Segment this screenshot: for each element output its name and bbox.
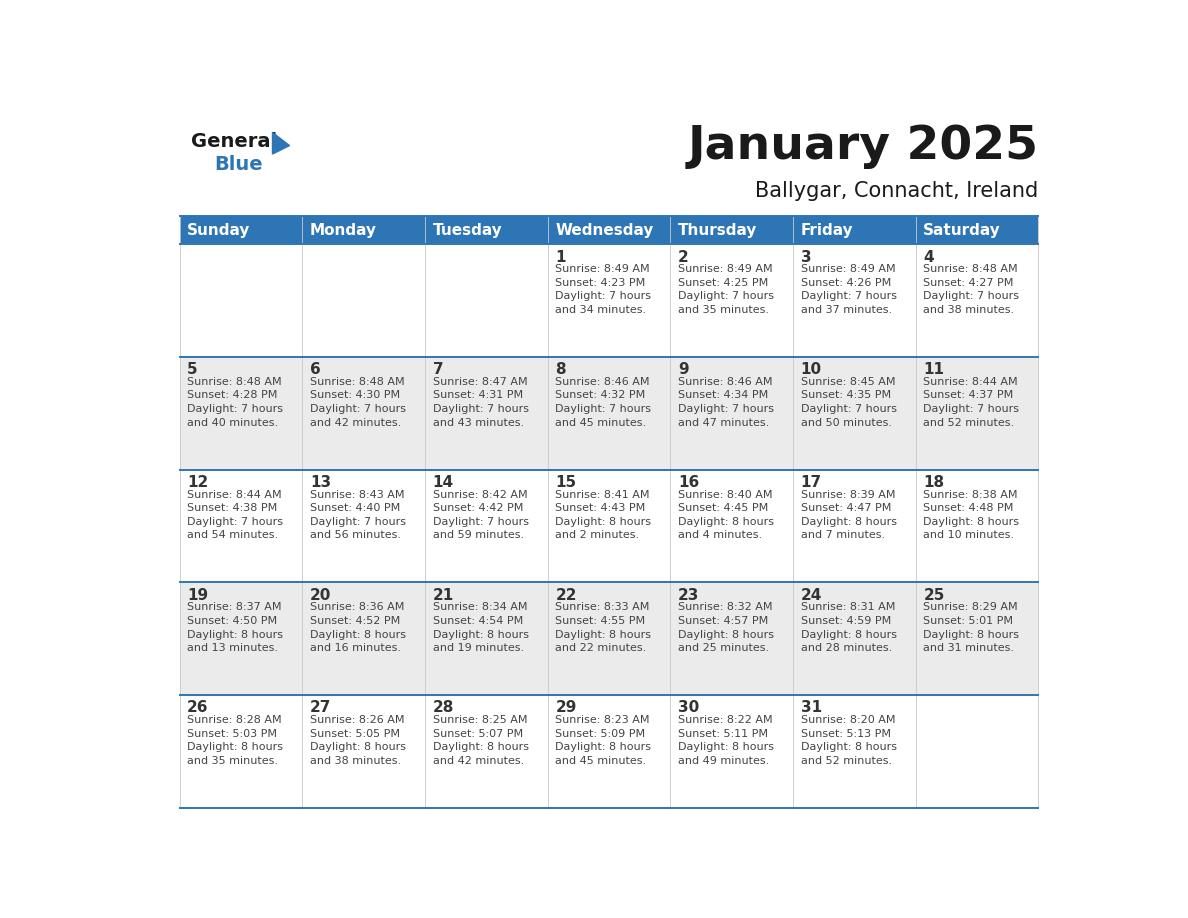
Text: 31: 31 (801, 700, 822, 715)
Bar (179, 217, 1038, 244)
Text: January 2025: January 2025 (687, 124, 1038, 169)
Text: 15: 15 (555, 475, 576, 490)
Text: 10: 10 (801, 363, 822, 377)
Text: Sunrise: 8:28 AM
Sunset: 5:03 PM
Daylight: 8 hours
and 35 minutes.: Sunrise: 8:28 AM Sunset: 5:03 PM Dayligh… (188, 715, 283, 766)
Text: Wednesday: Wednesday (555, 223, 653, 238)
Text: Sunrise: 8:29 AM
Sunset: 5:01 PM
Daylight: 8 hours
and 31 minutes.: Sunrise: 8:29 AM Sunset: 5:01 PM Dayligh… (923, 602, 1019, 653)
Text: Monday: Monday (310, 223, 377, 238)
Text: Tuesday: Tuesday (432, 223, 503, 238)
Text: Sunrise: 8:49 AM
Sunset: 4:23 PM
Daylight: 7 hours
and 34 minutes.: Sunrise: 8:49 AM Sunset: 4:23 PM Dayligh… (555, 264, 651, 315)
Text: 12: 12 (188, 475, 209, 490)
Text: Sunrise: 8:22 AM
Sunset: 5:11 PM
Daylight: 8 hours
and 49 minutes.: Sunrise: 8:22 AM Sunset: 5:11 PM Dayligh… (678, 715, 773, 766)
Text: Sunrise: 8:37 AM
Sunset: 4:50 PM
Daylight: 8 hours
and 13 minutes.: Sunrise: 8:37 AM Sunset: 4:50 PM Dayligh… (188, 602, 283, 653)
Bar (179, 470, 1038, 582)
Text: 25: 25 (923, 588, 944, 603)
Text: 26: 26 (188, 700, 209, 715)
Text: Sunrise: 8:39 AM
Sunset: 4:47 PM
Daylight: 8 hours
and 7 minutes.: Sunrise: 8:39 AM Sunset: 4:47 PM Dayligh… (801, 489, 897, 541)
Text: Sunrise: 8:31 AM
Sunset: 4:59 PM
Daylight: 8 hours
and 28 minutes.: Sunrise: 8:31 AM Sunset: 4:59 PM Dayligh… (801, 602, 897, 653)
Text: 2: 2 (678, 250, 689, 264)
Text: 13: 13 (310, 475, 331, 490)
Text: 22: 22 (555, 588, 576, 603)
Text: 6: 6 (310, 363, 321, 377)
Text: Sunrise: 8:48 AM
Sunset: 4:30 PM
Daylight: 7 hours
and 42 minutes.: Sunrise: 8:48 AM Sunset: 4:30 PM Dayligh… (310, 377, 406, 428)
Text: Sunrise: 8:23 AM
Sunset: 5:09 PM
Daylight: 8 hours
and 45 minutes.: Sunrise: 8:23 AM Sunset: 5:09 PM Dayligh… (555, 715, 651, 766)
Bar (179, 357, 1038, 470)
Text: 16: 16 (678, 475, 700, 490)
Text: Sunrise: 8:36 AM
Sunset: 4:52 PM
Daylight: 8 hours
and 16 minutes.: Sunrise: 8:36 AM Sunset: 4:52 PM Dayligh… (310, 602, 406, 653)
Text: Sunrise: 8:43 AM
Sunset: 4:40 PM
Daylight: 7 hours
and 56 minutes.: Sunrise: 8:43 AM Sunset: 4:40 PM Dayligh… (310, 489, 406, 541)
Text: Sunrise: 8:32 AM
Sunset: 4:57 PM
Daylight: 8 hours
and 25 minutes.: Sunrise: 8:32 AM Sunset: 4:57 PM Dayligh… (678, 602, 773, 653)
Text: 28: 28 (432, 700, 454, 715)
Text: 3: 3 (801, 250, 811, 264)
Text: 19: 19 (188, 588, 208, 603)
Text: 4: 4 (923, 250, 934, 264)
Text: Sunrise: 8:46 AM
Sunset: 4:34 PM
Daylight: 7 hours
and 47 minutes.: Sunrise: 8:46 AM Sunset: 4:34 PM Dayligh… (678, 377, 773, 428)
Text: Sunrise: 8:25 AM
Sunset: 5:07 PM
Daylight: 8 hours
and 42 minutes.: Sunrise: 8:25 AM Sunset: 5:07 PM Dayligh… (432, 715, 529, 766)
Text: Sunday: Sunday (188, 223, 251, 238)
Text: 9: 9 (678, 363, 689, 377)
Bar (179, 582, 1038, 695)
Text: Sunrise: 8:48 AM
Sunset: 4:28 PM
Daylight: 7 hours
and 40 minutes.: Sunrise: 8:48 AM Sunset: 4:28 PM Dayligh… (188, 377, 283, 428)
Text: Sunrise: 8:48 AM
Sunset: 4:27 PM
Daylight: 7 hours
and 38 minutes.: Sunrise: 8:48 AM Sunset: 4:27 PM Dayligh… (923, 264, 1019, 315)
Text: 14: 14 (432, 475, 454, 490)
Bar (179, 244, 1038, 357)
Text: 24: 24 (801, 588, 822, 603)
Text: 17: 17 (801, 475, 822, 490)
Text: General: General (191, 131, 277, 151)
Text: 7: 7 (432, 363, 443, 377)
Text: 20: 20 (310, 588, 331, 603)
Text: 27: 27 (310, 700, 331, 715)
Text: Sunrise: 8:38 AM
Sunset: 4:48 PM
Daylight: 8 hours
and 10 minutes.: Sunrise: 8:38 AM Sunset: 4:48 PM Dayligh… (923, 489, 1019, 541)
Polygon shape (272, 132, 290, 154)
Text: Ballygar, Connacht, Ireland: Ballygar, Connacht, Ireland (754, 181, 1038, 201)
Text: Sunrise: 8:42 AM
Sunset: 4:42 PM
Daylight: 7 hours
and 59 minutes.: Sunrise: 8:42 AM Sunset: 4:42 PM Dayligh… (432, 489, 529, 541)
Text: 8: 8 (555, 363, 565, 377)
Text: Sunrise: 8:44 AM
Sunset: 4:38 PM
Daylight: 7 hours
and 54 minutes.: Sunrise: 8:44 AM Sunset: 4:38 PM Dayligh… (188, 489, 283, 541)
Text: Thursday: Thursday (678, 223, 757, 238)
Text: 30: 30 (678, 700, 700, 715)
Text: Sunrise: 8:49 AM
Sunset: 4:25 PM
Daylight: 7 hours
and 35 minutes.: Sunrise: 8:49 AM Sunset: 4:25 PM Dayligh… (678, 264, 773, 315)
Text: Sunrise: 8:45 AM
Sunset: 4:35 PM
Daylight: 7 hours
and 50 minutes.: Sunrise: 8:45 AM Sunset: 4:35 PM Dayligh… (801, 377, 897, 428)
Text: Sunrise: 8:44 AM
Sunset: 4:37 PM
Daylight: 7 hours
and 52 minutes.: Sunrise: 8:44 AM Sunset: 4:37 PM Dayligh… (923, 377, 1019, 428)
Text: Friday: Friday (801, 223, 853, 238)
Text: Sunrise: 8:20 AM
Sunset: 5:13 PM
Daylight: 8 hours
and 52 minutes.: Sunrise: 8:20 AM Sunset: 5:13 PM Dayligh… (801, 715, 897, 766)
Text: 5: 5 (188, 363, 198, 377)
Text: Sunrise: 8:47 AM
Sunset: 4:31 PM
Daylight: 7 hours
and 43 minutes.: Sunrise: 8:47 AM Sunset: 4:31 PM Dayligh… (432, 377, 529, 428)
Text: Sunrise: 8:26 AM
Sunset: 5:05 PM
Daylight: 8 hours
and 38 minutes.: Sunrise: 8:26 AM Sunset: 5:05 PM Dayligh… (310, 715, 406, 766)
Text: Sunrise: 8:49 AM
Sunset: 4:26 PM
Daylight: 7 hours
and 37 minutes.: Sunrise: 8:49 AM Sunset: 4:26 PM Dayligh… (801, 264, 897, 315)
Text: Sunrise: 8:34 AM
Sunset: 4:54 PM
Daylight: 8 hours
and 19 minutes.: Sunrise: 8:34 AM Sunset: 4:54 PM Dayligh… (432, 602, 529, 653)
Text: 1: 1 (555, 250, 565, 264)
Text: Blue: Blue (214, 155, 263, 174)
Text: Sunrise: 8:33 AM
Sunset: 4:55 PM
Daylight: 8 hours
and 22 minutes.: Sunrise: 8:33 AM Sunset: 4:55 PM Dayligh… (555, 602, 651, 653)
Text: 11: 11 (923, 363, 944, 377)
Text: 23: 23 (678, 588, 700, 603)
Text: Sunrise: 8:40 AM
Sunset: 4:45 PM
Daylight: 8 hours
and 4 minutes.: Sunrise: 8:40 AM Sunset: 4:45 PM Dayligh… (678, 489, 773, 541)
Text: Sunrise: 8:41 AM
Sunset: 4:43 PM
Daylight: 8 hours
and 2 minutes.: Sunrise: 8:41 AM Sunset: 4:43 PM Dayligh… (555, 489, 651, 541)
Text: Sunrise: 8:46 AM
Sunset: 4:32 PM
Daylight: 7 hours
and 45 minutes.: Sunrise: 8:46 AM Sunset: 4:32 PM Dayligh… (555, 377, 651, 428)
Text: Saturday: Saturday (923, 223, 1001, 238)
Text: 21: 21 (432, 588, 454, 603)
Bar (179, 695, 1038, 808)
Text: 18: 18 (923, 475, 944, 490)
Text: 29: 29 (555, 700, 576, 715)
